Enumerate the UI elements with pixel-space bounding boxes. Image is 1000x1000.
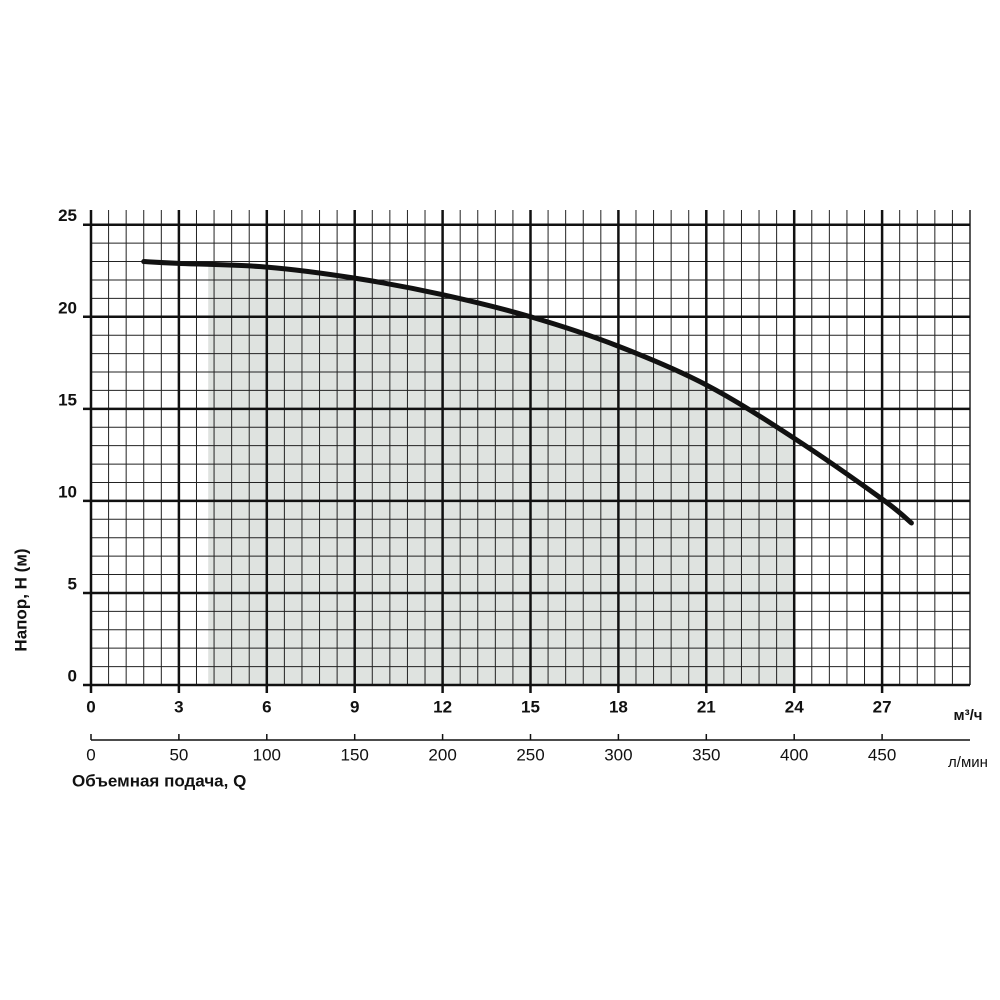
x-tick-label: 3 bbox=[174, 697, 183, 716]
x-tick-label: 15 bbox=[521, 697, 540, 716]
x2-tick-label: 450 bbox=[868, 745, 896, 764]
y-tick-label: 15 bbox=[58, 390, 77, 409]
x-tick-label: 27 bbox=[873, 697, 892, 716]
x2-tick-label: 150 bbox=[341, 745, 369, 764]
y-tick-label: 0 bbox=[68, 666, 77, 685]
x-tick-label: 0 bbox=[86, 697, 95, 716]
y-tick-label: 5 bbox=[68, 574, 77, 593]
pump-curve bbox=[141, 259, 914, 526]
x-tick-label: 12 bbox=[433, 697, 452, 716]
x2-tick-label: 100 bbox=[253, 745, 281, 764]
y-tick-label: 20 bbox=[58, 298, 77, 317]
x-tick-label: 6 bbox=[262, 697, 271, 716]
x-axis-label: Объемная подача, Q bbox=[72, 771, 246, 790]
x2-tick-label: 200 bbox=[428, 745, 456, 764]
x2-tick-label: 250 bbox=[516, 745, 544, 764]
x2-tick-label: 400 bbox=[780, 745, 808, 764]
x2-tick-label: 0 bbox=[86, 745, 95, 764]
x-tick-label: 21 bbox=[697, 697, 716, 716]
x-tick-label: 9 bbox=[350, 697, 359, 716]
x2-tick-label: 50 bbox=[169, 745, 188, 764]
y-tick-label: 10 bbox=[58, 482, 77, 501]
x2-tick-label: 300 bbox=[604, 745, 632, 764]
x-unit: м³/ч bbox=[954, 707, 983, 724]
x-tick-label: 24 bbox=[785, 697, 804, 716]
y-axis-label: Напор, H (м) bbox=[11, 548, 30, 651]
operating-range bbox=[208, 264, 795, 685]
x-tick-label: 18 bbox=[609, 697, 628, 716]
y-tick-label: 25 bbox=[58, 206, 77, 225]
x2-tick-label: 350 bbox=[692, 745, 720, 764]
x2-unit: л/мин bbox=[948, 754, 988, 771]
